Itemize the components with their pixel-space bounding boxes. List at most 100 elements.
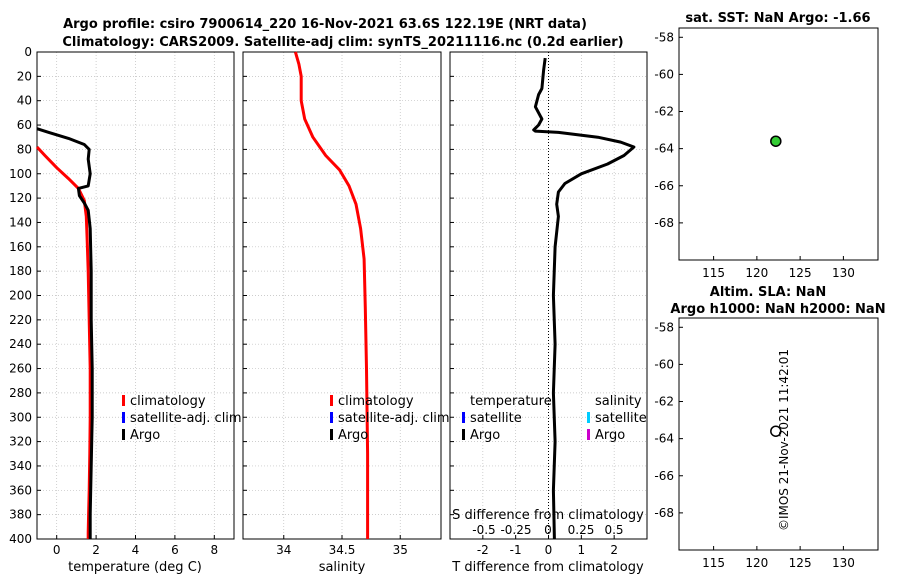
map-x-tick-label: 125 (789, 266, 812, 280)
legend-climatology-label: climatology (130, 394, 206, 409)
x-tick-label: 6 (171, 543, 179, 557)
legend-s-satellite-label: satellite (595, 411, 647, 426)
legend-argo-label: Argo (130, 428, 160, 443)
argo-position-marker (770, 425, 782, 437)
x-tick-label: 34.5 (329, 543, 356, 557)
map-y-tick-label: -58 (654, 320, 674, 334)
depth-tick-label: 140 (9, 215, 32, 229)
map-y-tick-label: -60 (654, 357, 674, 371)
temperature-xlabel: temperature (deg C) (68, 560, 202, 575)
figure-title-line1: Argo profile: csiro 7900614_220 16-Nov-2… (63, 17, 587, 32)
series-line-t-difference-argo- (532, 57, 636, 540)
depth-tick-label: 300 (9, 410, 32, 424)
map-y-tick-label: -68 (654, 506, 674, 520)
map-y-tick-label: -64 (654, 142, 674, 156)
map-y-tick-label: -68 (654, 216, 674, 230)
series-line-climatology (35, 145, 92, 539)
map-x-tick-label: 120 (745, 556, 768, 570)
legend-satellite-adj-swatch (330, 412, 333, 423)
map-x-tick-label: 115 (702, 266, 725, 280)
legend-temperature-title: temperature (470, 394, 552, 409)
sla-map-panel: 115 120 125 130 -58 -60 -62 -64 -66 -68 (654, 317, 879, 570)
salinity-xlabel: salinity (319, 560, 366, 575)
difference-xlabel-top: S difference from climatology (452, 508, 644, 523)
sst-map-title: sat. SST: NaN Argo: -1.66 (685, 11, 870, 26)
legend-s-argo-swatch (587, 429, 590, 440)
sla-map-title-line1: Altim. SLA: NaN (710, 285, 826, 300)
legend-argo-swatch (330, 429, 333, 440)
legend-satellite-adj-label: satellite-adj. clim (338, 411, 450, 426)
legend-satellite-adj-swatch (122, 412, 125, 423)
legend-s-argo-label: Argo (595, 428, 625, 443)
legend-argo-swatch (122, 429, 125, 440)
depth-tick-label: 0 (24, 45, 32, 59)
x-tick-label: 34 (276, 543, 291, 557)
depth-tick-label: 60 (17, 118, 32, 132)
x-tick-label: 0 (545, 543, 553, 557)
legend-t-argo-label: Argo (470, 428, 500, 443)
legend-t-satellite-label: satellite (470, 411, 522, 426)
sla-map-title-line2: Argo h1000: NaN h2000: NaN (670, 302, 885, 317)
map-y-tick-label: -58 (654, 30, 674, 44)
s-diff-tick-label: 0.25 (568, 523, 595, 537)
s-diff-tick-label: -0.25 (500, 523, 531, 537)
depth-tick-label: 240 (9, 337, 32, 351)
salinity-panel: 34 34.5 35 climatology satellite-adj. clim Ar… (242, 51, 450, 557)
temperature-panel: 0 2 4 6 802040608010012014016018020022024026… (9, 45, 242, 557)
figure-title-line2: Climatology: CARS2009. Satellite-adj cli… (62, 35, 623, 50)
argo-position-marker (770, 135, 782, 147)
map-y-tick-label: -66 (654, 179, 674, 193)
legend-satellite-adj-label: satellite-adj. clim (130, 411, 242, 426)
legend-climatology-swatch (122, 395, 125, 406)
map-y-tick-label: -62 (654, 105, 674, 119)
map-frame (678, 317, 879, 551)
legend-t-argo-swatch (462, 429, 465, 440)
depth-tick-label: 280 (9, 386, 32, 400)
depth-tick-label: 320 (9, 435, 32, 449)
map-y-tick-label: -62 (654, 395, 674, 409)
map-x-tick-label: 115 (702, 556, 725, 570)
s-diff-tick-label: 0 (544, 523, 552, 537)
depth-tick-label: 160 (9, 240, 32, 254)
legend-t-satellite-swatch (462, 412, 465, 423)
legend-s-satellite-swatch (587, 412, 590, 423)
depth-tick-label: 20 (17, 69, 32, 83)
legend-climatology-swatch (330, 395, 333, 406)
series-line-argo (36, 127, 94, 539)
depth-tick-label: 40 (17, 94, 32, 108)
depth-tick-label: 80 (17, 142, 32, 156)
map-frame (678, 27, 879, 261)
depth-tick-label: 380 (9, 508, 32, 522)
series-line-climatology (293, 51, 370, 539)
s-diff-tick-label: 0.5 (604, 523, 623, 537)
legend-climatology-label: climatology (338, 394, 414, 409)
map-y-tick-label: -66 (654, 469, 674, 483)
x-tick-label: 2 (92, 543, 100, 557)
depth-tick-label: 360 (9, 483, 32, 497)
difference-panel: -2 -1 0 1 2 temperature salinity satellite Argo s… (449, 51, 648, 557)
x-tick-label: 0 (53, 543, 61, 557)
x-tick-label: 1 (578, 543, 586, 557)
map-x-tick-label: 125 (789, 556, 812, 570)
s-diff-tick-label: -0.5 (472, 523, 495, 537)
map-y-tick-label: -60 (654, 67, 674, 81)
depth-tick-label: 100 (9, 167, 32, 181)
legend-argo-label: Argo (338, 428, 368, 443)
map-y-tick-label: -64 (654, 432, 674, 446)
map-x-tick-label: 130 (832, 556, 855, 570)
imos-watermark: ©IMOS 21-Nov-2021 11:42:01 (777, 349, 791, 531)
x-tick-label: 35 (393, 543, 408, 557)
difference-xlabel: T difference from climatology (451, 560, 644, 575)
x-tick-label: 8 (210, 543, 218, 557)
depth-tick-label: 120 (9, 191, 32, 205)
depth-tick-label: 180 (9, 264, 32, 278)
depth-tick-label: 340 (9, 459, 32, 473)
map-x-tick-label: 130 (832, 266, 855, 280)
depth-tick-label: 200 (9, 289, 32, 303)
depth-tick-label: 400 (9, 532, 32, 546)
sst-map-panel: 115 120 125 130 -58 -60 -62 -64 -66 -68 (654, 27, 879, 280)
map-x-tick-label: 120 (745, 266, 768, 280)
depth-tick-label: 260 (9, 362, 32, 376)
legend-salinity-title: salinity (595, 394, 642, 409)
